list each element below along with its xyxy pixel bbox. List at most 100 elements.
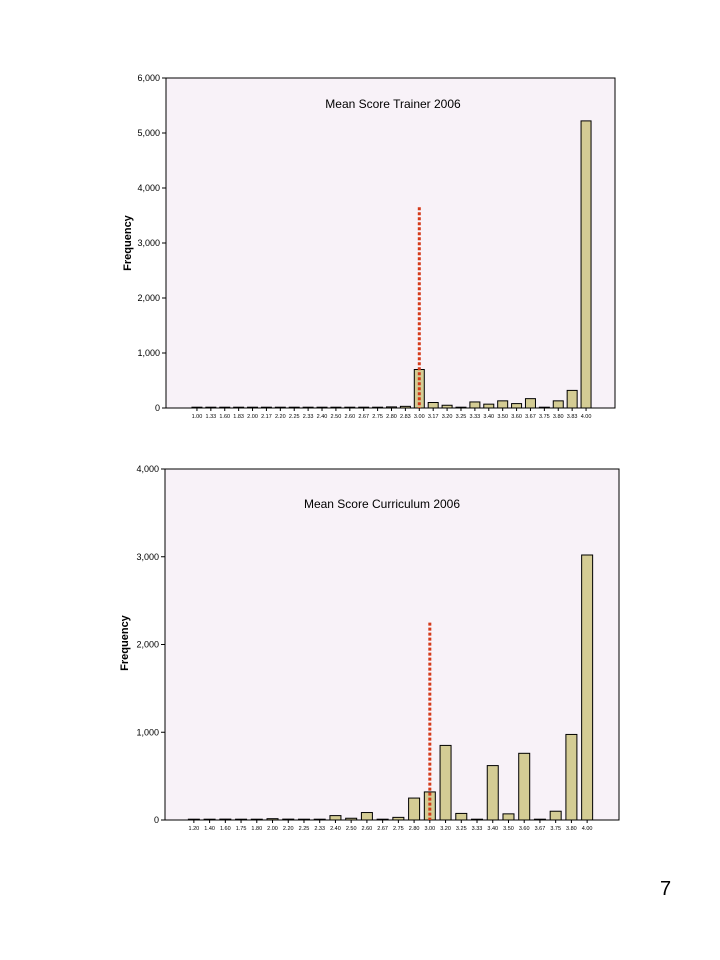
chart-title: Mean Score Trainer 2006 xyxy=(325,97,461,111)
x-tick-label: 3.80 xyxy=(553,414,564,420)
x-tick-label: 3.75 xyxy=(550,826,561,832)
y-tick-label: 2,000 xyxy=(136,640,159,650)
bar-3.40 xyxy=(483,403,495,409)
x-tick-label: 4.00 xyxy=(582,826,593,832)
x-tick-label: 4.00 xyxy=(581,414,592,420)
bar-1.60 xyxy=(219,406,231,409)
x-tick-label: 1.40 xyxy=(204,826,215,832)
bar-2.25 xyxy=(288,406,300,409)
bar-3.40 xyxy=(486,765,499,821)
bar-2.80 xyxy=(386,406,397,409)
bar-3.75 xyxy=(549,810,562,821)
x-tick-label: 1.60 xyxy=(220,826,231,832)
y-tick-label: 1,000 xyxy=(136,727,159,737)
x-tick-label: 3.17 xyxy=(428,414,439,420)
bar-3.80 xyxy=(552,400,564,409)
x-tick-label: 2.25 xyxy=(299,826,310,832)
x-tick-label: 2.17 xyxy=(261,414,272,420)
x-tick-label: 2.40 xyxy=(330,826,341,832)
bar-1.83 xyxy=(233,406,245,409)
x-tick-label: 2.80 xyxy=(409,826,420,832)
bar-3.00 xyxy=(423,791,436,821)
y-tick-label: 4,000 xyxy=(136,464,159,474)
x-tick-label: 2.80 xyxy=(386,414,397,420)
y-tick-label: 0 xyxy=(155,403,160,413)
bar-2.33 xyxy=(302,406,314,409)
bar-3.20 xyxy=(441,404,453,409)
x-tick-label: 2.83 xyxy=(400,414,411,420)
bar-2.83 xyxy=(399,405,411,409)
bar-3.60 xyxy=(511,403,523,409)
x-tick-label: 1.33 xyxy=(205,414,216,420)
bar-3.20 xyxy=(439,744,452,821)
x-tick-label: 3.83 xyxy=(567,414,578,420)
chart-title: Mean Score Curriculum 2006 xyxy=(304,497,460,511)
bar-2.50 xyxy=(330,406,342,409)
bar-1.00 xyxy=(191,406,203,409)
x-tick-label: 2.67 xyxy=(377,826,388,832)
bar-2.75 xyxy=(392,816,405,821)
x-tick-label: 3.20 xyxy=(440,826,451,832)
bar-2.60 xyxy=(344,406,356,409)
bar-2.00 xyxy=(247,406,259,409)
x-tick-label: 3.80 xyxy=(566,826,577,832)
bar-3.50 xyxy=(497,400,509,409)
bar-1.20 xyxy=(187,818,200,821)
bar-3.17 xyxy=(427,402,439,409)
bar-1.80 xyxy=(250,818,263,821)
bar-3.83 xyxy=(566,389,578,409)
bar-3.25 xyxy=(455,406,467,409)
x-tick-label: 3.40 xyxy=(483,414,494,420)
bar-3.25 xyxy=(455,812,468,821)
x-tick-label: 2.50 xyxy=(331,414,342,420)
x-tick-label: 2.50 xyxy=(346,826,357,832)
x-tick-label: 3.40 xyxy=(487,826,498,832)
x-tick-label: 2.20 xyxy=(283,826,294,832)
bar-2.50 xyxy=(345,817,358,821)
x-tick-label: 2.33 xyxy=(314,826,325,832)
x-tick-label: 3.25 xyxy=(456,826,467,832)
x-tick-label: 2.60 xyxy=(362,826,373,832)
x-tick-label: 1.75 xyxy=(236,826,247,832)
bar-1.60 xyxy=(219,818,232,821)
bar-3.80 xyxy=(565,733,578,821)
bar-3.50 xyxy=(502,813,515,821)
x-tick-label: 2.67 xyxy=(358,414,369,420)
x-tick-label: 3.33 xyxy=(470,414,481,420)
x-tick-label: 3.60 xyxy=(511,414,522,420)
plot-area xyxy=(164,468,620,821)
bar-1.40 xyxy=(203,818,216,821)
bar-2.80 xyxy=(408,797,421,821)
x-tick-label: 1.83 xyxy=(233,414,244,420)
bar-2.33 xyxy=(313,818,326,821)
x-tick-label: 3.67 xyxy=(525,414,536,420)
bar-2.17 xyxy=(260,406,272,409)
bar-4.00 xyxy=(581,554,594,821)
bar-3.33 xyxy=(471,818,484,821)
x-tick-label: 3.50 xyxy=(503,826,514,832)
x-tick-label: 1.80 xyxy=(251,826,262,832)
y-tick-label: 0 xyxy=(154,815,159,825)
bar-2.40 xyxy=(329,815,342,821)
x-tick-label: 3.60 xyxy=(519,826,530,832)
bar-3.60 xyxy=(518,752,531,821)
bar-2.20 xyxy=(282,818,295,821)
bar-2.67 xyxy=(376,818,389,821)
y-tick-label: 4,000 xyxy=(137,183,160,193)
bar-2.25 xyxy=(297,818,310,821)
plot-area xyxy=(165,77,616,409)
x-tick-label: 2.75 xyxy=(393,826,404,832)
y-tick-label: 1,000 xyxy=(137,348,160,358)
x-tick-label: 2.00 xyxy=(267,826,278,832)
y-tick-label: 3,000 xyxy=(136,552,159,562)
x-tick-label: 3.00 xyxy=(424,826,435,832)
x-tick-label: 3.67 xyxy=(535,826,546,832)
x-tick-label: 1.60 xyxy=(219,414,230,420)
bar-4.00 xyxy=(580,120,592,409)
y-axis-label: Frequency xyxy=(119,614,131,671)
bar-3.67 xyxy=(533,818,546,821)
bar-2.67 xyxy=(358,406,370,409)
x-tick-label: 3.00 xyxy=(414,414,425,420)
